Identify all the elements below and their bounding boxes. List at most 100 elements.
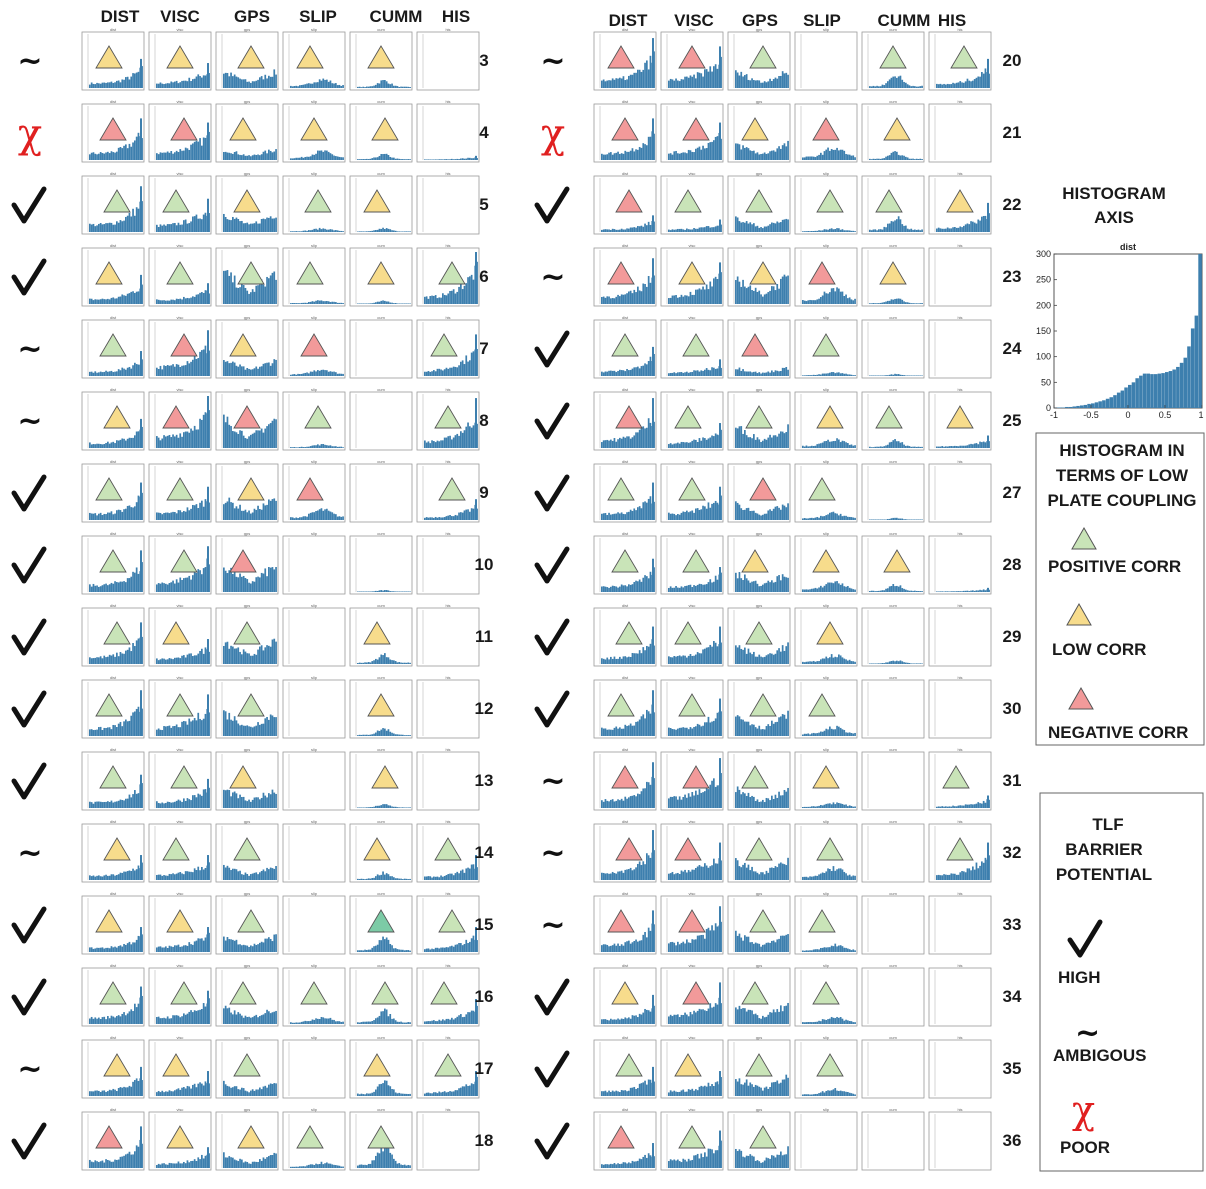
histogram-bar [631,227,634,232]
histogram-panel-slip: slip [282,891,346,955]
histogram-bar [186,297,189,304]
histogram-bar [637,69,639,88]
histogram-bar [753,724,755,736]
correlation-triangle-negative-icon [170,117,198,141]
histogram-bar [809,299,811,304]
histogram-bar [262,869,265,880]
histogram-bar [251,1017,254,1024]
histogram-panel-dist: dist [81,243,145,307]
histogram-bar [693,655,695,664]
histogram-bar [673,796,676,808]
histogram-bar [184,800,187,808]
histogram-bar [613,513,616,520]
histogram-bar [872,663,875,664]
histogram-bar [631,74,634,88]
histogram-bar [125,1015,127,1024]
histogram-bar [646,60,648,88]
histogram-bar [195,294,198,304]
histogram-bar [709,370,712,376]
histogram-bar [156,512,158,520]
histogram-bar [847,516,849,520]
histogram-bar [675,373,677,376]
histogram-bar [373,1091,375,1096]
histogram-bar [384,300,386,304]
histogram-bar [747,580,750,592]
histogram-bar [92,948,95,952]
histogram-bar [315,300,317,304]
histogram-bar [233,568,236,592]
histogram-bar [403,303,406,304]
histogram-bar [340,1021,343,1024]
histogram-bar [964,590,967,592]
histogram-bar [132,208,134,232]
histogram-bar [175,513,178,520]
histogram-bar [463,430,466,448]
histogram-bar [315,445,317,448]
panel-title: dist [622,675,629,680]
histogram-bar [825,293,828,304]
histogram-bar [232,939,234,952]
histogram-bar [941,591,944,592]
histogram-bar [157,1163,160,1168]
histogram-bar [96,372,98,376]
histogram-bar [407,879,410,880]
histogram-bar [269,1155,272,1168]
histogram-bar [461,512,464,520]
histogram-bar [644,788,646,808]
histogram-bar [892,299,895,304]
histogram-bar [463,943,466,952]
histogram-bar [112,874,115,880]
histogram-bar [119,370,122,376]
histogram-bar [248,510,250,520]
histogram-bar [248,368,250,376]
panel-title: his [445,603,450,608]
histogram-bar [693,795,695,808]
histogram-bar [241,724,243,736]
histogram-bar [405,1165,408,1168]
histogram-bar [669,443,672,448]
histogram-bar [255,1161,258,1168]
correlation-triangle-positive-icon [438,909,466,933]
histogram-bar [264,568,267,592]
histogram-bar [640,225,643,232]
panel-title: dist [110,891,117,896]
histogram-bar [440,875,442,880]
histogram-bar [888,374,891,376]
histogram-bar [193,718,196,736]
histogram-bar [141,1080,143,1096]
histogram-bar [738,572,741,592]
histogram-bar [811,733,813,736]
histogram-bar [854,806,856,808]
histogram-bar [387,301,390,304]
histogram-bar [613,370,616,376]
histogram-bar [979,220,981,232]
histogram-bar [890,518,893,520]
histogram-bar [622,76,625,88]
histogram-bar [313,512,316,520]
histogram-bar [342,303,344,304]
histogram-bar [251,223,254,232]
histogram-bar [96,729,98,736]
histogram-bar [711,227,713,232]
histogram-bar [195,1161,198,1168]
histogram-bar [264,219,267,232]
histogram-bar [232,431,234,448]
column-headers-right: DIST VISC GPS SLIP CUMM HIS [609,11,967,30]
histogram-bar [159,82,162,88]
histogram-bar [309,83,312,88]
histogram-bar [695,78,697,88]
histogram-bar [709,66,712,88]
histogram-bar [606,154,609,160]
histogram-bar [244,509,247,520]
histogram-bar [637,793,639,808]
histogram-bar [818,517,820,520]
histogram-bar [264,1013,267,1024]
histogram-bar [297,517,299,520]
histogram-bar [251,873,254,880]
histogram-bar [208,712,210,736]
ambiguous-tilde-icon: ~ [17,44,42,79]
histogram-bar [763,226,766,232]
histogram-bar [394,734,397,736]
histogram-panel-his: his [928,603,992,667]
